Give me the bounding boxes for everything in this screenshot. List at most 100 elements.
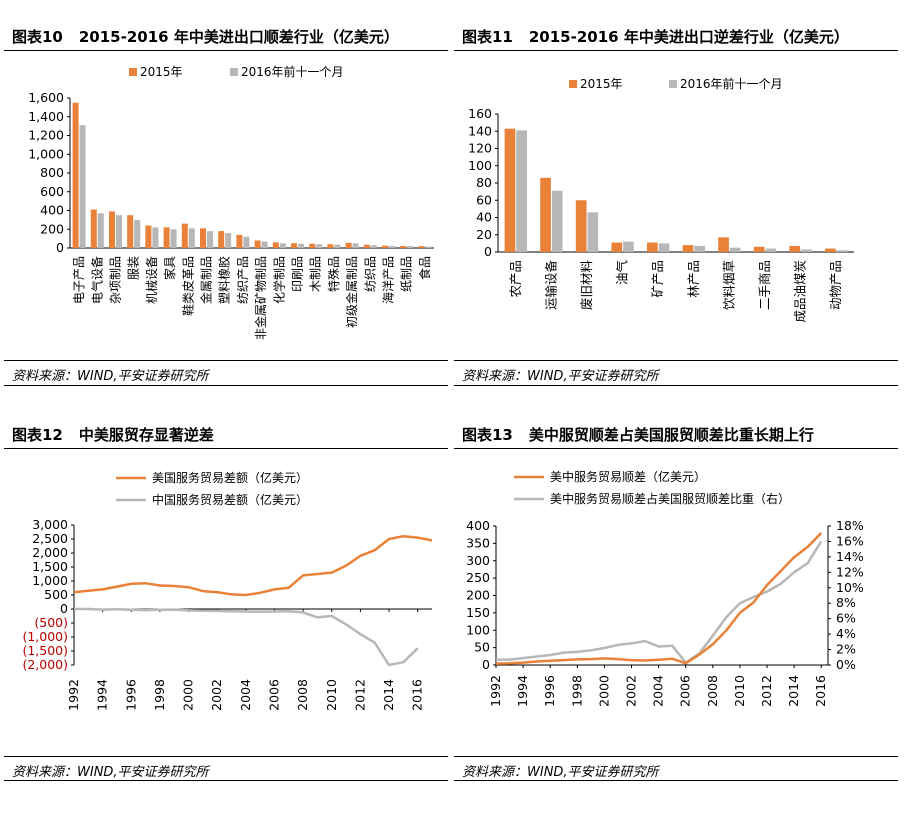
category-label: 服装 xyxy=(127,256,141,280)
x-tick-label: 1996 xyxy=(123,679,138,711)
y-tick-label: 0 xyxy=(56,240,64,255)
category-label: 家具 xyxy=(162,256,177,280)
bar-2016 xyxy=(425,246,432,248)
legend-label: 2015年 xyxy=(140,65,183,79)
bar-2016 xyxy=(134,219,141,248)
bar-2016 xyxy=(116,215,123,248)
y-left-tick-label: 50 xyxy=(474,640,490,655)
bar-2016 xyxy=(836,250,848,252)
bar-2015 xyxy=(363,244,370,248)
bar-2016 xyxy=(225,233,232,248)
category-label: 林产品 xyxy=(686,260,701,298)
legend-swatch xyxy=(569,80,577,88)
panel-chart-10: 图表10 2015-2016 年中美进出口顺差行业（亿美元） 2015年 2016年… xyxy=(4,20,448,420)
bar-2016 xyxy=(279,243,286,248)
y-tick-label: 3,000 xyxy=(32,517,68,532)
bar-2015 xyxy=(272,242,279,248)
category-label: 初级金属制品 xyxy=(344,256,359,328)
y-left-tick-label: 250 xyxy=(466,570,490,585)
bar-2015 xyxy=(418,246,425,248)
x-tick-label: 2000 xyxy=(596,675,611,707)
bar-2015 xyxy=(199,228,206,248)
x-tick-label: 1994 xyxy=(95,679,110,711)
bar-2016 xyxy=(516,130,527,252)
figure-title: 中美服贸存显著逆差 xyxy=(78,426,214,444)
x-tick-label: 2012 xyxy=(759,675,774,707)
bar-2016 xyxy=(407,246,414,248)
x-tick-label: 2006 xyxy=(266,679,281,711)
panel-header: 图表10 2015-2016 年中美进出口顺差行业（亿美元） xyxy=(4,20,448,51)
bar-2016 xyxy=(170,229,177,248)
y-right-tick-label: 16% xyxy=(836,533,864,548)
y-right-tick-label: 0% xyxy=(836,657,856,672)
x-tick-label: 2002 xyxy=(624,675,639,707)
x-tick-label: 1992 xyxy=(66,679,81,711)
y-tick-label: 800 xyxy=(40,165,64,180)
bar-2015 xyxy=(254,240,261,248)
bar-2016 xyxy=(587,212,599,252)
y-tick-label: 1,000 xyxy=(28,146,64,161)
y-right-tick-label: 10% xyxy=(836,580,864,595)
figure-number: 图表10 xyxy=(12,28,63,46)
category-label: 机械设备 xyxy=(144,256,159,304)
bar-2015 xyxy=(108,211,115,248)
category-label: 成品油煤炭 xyxy=(793,260,808,323)
y-left-tick-label: 100 xyxy=(466,622,490,637)
bar-2016 xyxy=(207,231,214,248)
panel-bottom-rule xyxy=(4,780,448,781)
y-left-tick-label: 150 xyxy=(466,605,490,620)
y-right-tick-label: 12% xyxy=(836,564,864,579)
category-label: 电气设备 xyxy=(89,256,104,304)
category-label: 电子产品 xyxy=(72,256,86,304)
bar-2015 xyxy=(72,102,79,248)
x-tick-label: 2006 xyxy=(678,675,693,707)
y-right-tick-label: 8% xyxy=(836,595,856,610)
series-line-us xyxy=(73,534,433,597)
y-tick-label: 1,600 xyxy=(28,90,64,105)
bar-2015 xyxy=(504,128,516,252)
y-tick-label: 1,200 xyxy=(28,128,64,143)
y-tick-label: 60 xyxy=(476,192,492,207)
bar-2015 xyxy=(290,243,297,248)
bar-2015 xyxy=(647,242,658,252)
x-tick-label: 2016 xyxy=(410,679,425,711)
bar-2016 xyxy=(729,247,741,252)
legend-label: 美国服务贸易差额（亿美元） xyxy=(152,470,308,485)
x-tick-label: 2008 xyxy=(705,675,720,707)
y-tick-label: (500) xyxy=(34,615,68,630)
panel-footer xyxy=(454,360,898,361)
y-tick-label: 0 xyxy=(60,601,68,616)
x-tick-label: 2000 xyxy=(181,679,196,711)
x-tick-label: 1998 xyxy=(152,679,167,711)
bar-2015 xyxy=(400,245,407,248)
bar-2016 xyxy=(765,248,777,252)
bar-2015 xyxy=(345,242,352,248)
y-tick-label: 80 xyxy=(476,175,492,190)
legend-swatch xyxy=(669,80,677,88)
category-label: 食品 xyxy=(417,256,432,280)
y-tick-label: 120 xyxy=(468,141,492,156)
category-label: 油气 xyxy=(615,260,630,286)
chart-10-svg: 2015年 2016年前十一个月 0 200 400 600 800 1,000 1,200 1,… xyxy=(28,64,434,340)
category-label: 饮料烟草 xyxy=(721,260,736,310)
legend-swatch xyxy=(230,68,238,76)
legend-label: 中国服务贸易差额（亿美元） xyxy=(152,492,308,507)
bar-2015 xyxy=(127,215,134,248)
y-tick-label: 100 xyxy=(468,158,492,173)
panel-chart-13: 图表13 美中服贸顺差占美国服贸顺差比重长期上行 美中服务贸易顺差（亿美元） 美中服… xyxy=(454,418,898,818)
source-note: 资料来源：WIND,平安证券研究所 xyxy=(462,369,659,384)
y-right-tick-label: 6% xyxy=(836,611,856,626)
figure-title: 2015-2016 年中美进出口顺差行业（亿美元） xyxy=(78,28,399,46)
category-label: 印刷品 xyxy=(291,256,305,292)
figure-title: 美中服贸顺差占美国服贸顺差比重长期上行 xyxy=(528,426,814,444)
x-tick-label: 2010 xyxy=(324,679,339,711)
series-line-china xyxy=(74,607,419,667)
panel-chart-12: 图表12 中美服贸存显著逆差 美国服务贸易差额（亿美元） 中国服务贸易差额（亿美元）… xyxy=(4,418,448,818)
x-tick-label: 2012 xyxy=(352,679,367,711)
bar-2015 xyxy=(540,177,551,252)
bar-2016 xyxy=(261,241,268,248)
y-left-tick-label: 400 xyxy=(466,518,490,533)
y-tick-label: 160 xyxy=(468,106,492,121)
category-label: 杂项制品 xyxy=(109,256,123,304)
category-label: 废旧材料 xyxy=(579,260,594,311)
